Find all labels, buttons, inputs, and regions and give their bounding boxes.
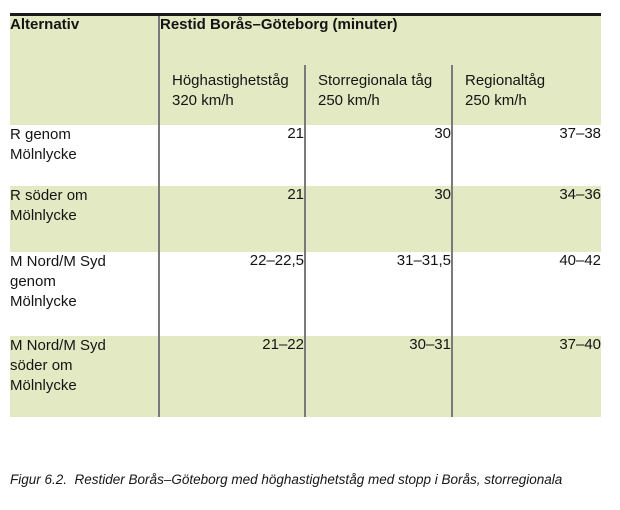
cell-value: 34–36	[450, 185, 602, 252]
row-label-line: genom	[10, 272, 56, 290]
cell-value: 37–38	[450, 124, 602, 186]
figure-caption: Figur 6.2. Restider Borås–Göteborg med h…	[10, 427, 562, 510]
row-label: M Nord/M Syd söder om Mölnlycke	[10, 335, 159, 417]
row-label-line: Mölnlycke	[10, 292, 77, 310]
table-row-r-genom: R genom Mölnlycke 21 30 37–38	[10, 124, 602, 186]
cell-value: 22–22,5	[158, 251, 305, 336]
figure-caption-line: Figur 6.2. Restider Borås–Göteborg med h…	[10, 472, 563, 487]
subheader-line2: 250 km/h	[318, 91, 380, 109]
table-span-header-restid: Restid Borås–Göteborg (minuter)	[157, 14, 602, 65]
cell-value: 21–22	[158, 335, 305, 417]
table-header-row: Alternativ Restid Borås–Göteborg (minute…	[10, 14, 602, 125]
row-label: R söder om Mölnlycke	[10, 185, 159, 252]
cell-value: 30–31	[304, 335, 452, 417]
table-row-m-genom: M Nord/M Syd genom Mölnlycke 22–22,5 31–…	[10, 251, 602, 336]
table-subheader-row: Höghastighetståg 320 km/h Storregionala …	[10, 64, 602, 125]
cell-value: 30	[304, 124, 452, 186]
cell-value: 30	[304, 185, 452, 252]
column-header-alternativ: Alternativ	[10, 14, 159, 125]
cell-value: 21	[158, 124, 305, 186]
subheader-line2: 320 km/h	[172, 91, 234, 109]
row-label-line: M Nord/M Syd	[10, 336, 106, 354]
table-row-m-soder: M Nord/M Syd söder om Mölnlycke 21–22 30…	[10, 335, 602, 417]
subheader-line1: Höghastighetståg	[172, 71, 289, 89]
row-label-line: M Nord/M Syd	[10, 252, 106, 270]
row-label: M Nord/M Syd genom Mölnlycke	[10, 251, 159, 336]
column-header-hoghastighetstag: Höghastighetståg 320 km/h	[158, 64, 305, 125]
subheader-line1: Storregionala tåg	[318, 71, 433, 89]
row-label-line: söder om	[10, 356, 73, 374]
cell-value: 31–31,5	[304, 251, 452, 336]
row-label-line: Mölnlycke	[10, 145, 77, 163]
row-label-line: R söder om	[10, 186, 88, 204]
row-label-line: Mölnlycke	[10, 206, 77, 224]
column-header-storregionala: Storregionala tåg 250 km/h	[304, 64, 452, 125]
row-label: R genom Mölnlycke	[10, 124, 159, 186]
table-row-r-soder: R söder om Mölnlycke 21 30 34–36	[10, 185, 602, 252]
cell-value: 40–42	[450, 251, 602, 336]
cell-value: 37–40	[450, 335, 602, 417]
row-label-line: Mölnlycke	[10, 376, 77, 394]
subheader-line2: 250 km/h	[465, 91, 527, 109]
subheader-line1: Regionaltåg	[465, 71, 546, 89]
column-header-regionaltag: Regionaltåg 250 km/h	[450, 64, 602, 125]
cell-value: 21	[158, 185, 305, 252]
traveltime-table: Alternativ Restid Borås–Göteborg (minute…	[10, 13, 602, 417]
row-label-line: R genom	[10, 125, 71, 143]
